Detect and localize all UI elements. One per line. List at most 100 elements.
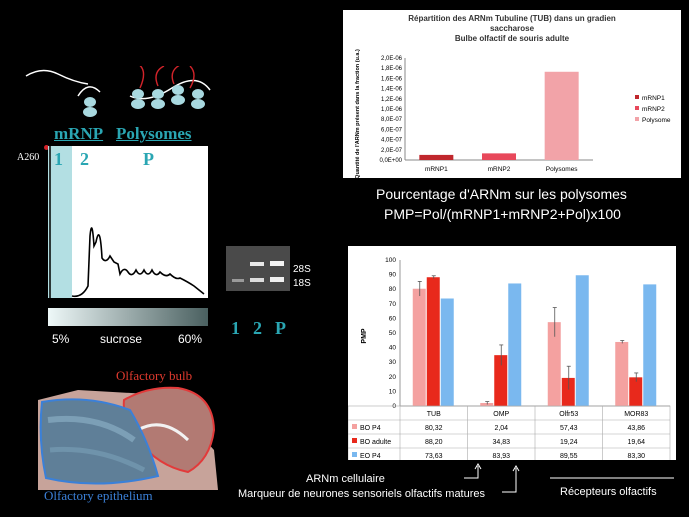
chart1-ytick-label: 1,6E-06 <box>381 76 403 82</box>
caption-arnm-cellulaire: ARNm cellulaire <box>306 473 385 485</box>
chart-pmp-panel: 0 10 20 30 40 50 60 70 80 90 100 PMP TUB OMP Olfr53 MOR… <box>347 246 676 463</box>
gel-image <box>226 246 290 291</box>
chart2-data-label: 88,20 <box>425 439 443 446</box>
chart2-ytick-label: 20 <box>389 374 397 381</box>
sucrose-label: sucrose <box>100 332 143 346</box>
chart2-series-label: EO P4 <box>360 453 381 460</box>
chart2-data-label: 83,30 <box>627 453 645 460</box>
chart1-ytick-label: 2,0E-06 <box>381 56 403 62</box>
chart1-category-label: mRNP1 <box>425 166 448 173</box>
polysome-schematic <box>25 66 211 117</box>
chart2-legend-swatch <box>352 438 357 443</box>
chart2-series-label: BO adulte <box>360 439 391 446</box>
gel-band-18s-lane1 <box>232 279 244 282</box>
formula-line2: PMP=Pol/(mRNP1+mRNP2+Pol)x100 <box>384 206 621 222</box>
chart1-ytick-label: 8,0E-07 <box>381 117 403 123</box>
chart-pmp: 0 10 20 30 40 50 60 70 80 90 100 PMP TUB OMP Olfr53 MOR… <box>347 257 671 463</box>
chart-tub-panel: Répartition des ARNm Tubuline (TUB) dans… <box>343 10 681 179</box>
chart2-data-label: 89,55 <box>560 453 578 460</box>
fraction-label-1: 1 <box>54 149 63 169</box>
chart2-data-label: 43,86 <box>627 425 645 432</box>
chart2-bar <box>508 283 522 406</box>
chart1-ytick-label: 2,0E-07 <box>381 148 403 154</box>
polysomes-label: Polysomes <box>116 124 192 143</box>
chart2-bar <box>494 355 508 406</box>
chart1-ytick-label: 6,0E-07 <box>381 127 403 133</box>
fraction-shading <box>48 146 72 298</box>
chart1-category-label: mRNP2 <box>488 166 511 173</box>
chart1-ytick-label: 4,0E-07 <box>381 138 403 144</box>
chart2-data-label: 83,93 <box>492 453 510 460</box>
chart2-category-label: OMP <box>493 411 509 418</box>
chart2-bar <box>480 403 494 406</box>
chart1-title-line: Répartition des ARNm Tubuline (TUB) dans… <box>408 14 616 23</box>
chart2-legend-swatch <box>352 424 357 429</box>
chart2-bar <box>615 341 629 406</box>
chart1-ytick-label: 1,8E-06 <box>381 66 403 72</box>
caption-arrows <box>464 463 674 493</box>
gel-band-28s-lanep <box>270 261 284 266</box>
sucrose-high-label: 60% <box>178 332 203 346</box>
chart2-ytick-label: 80 <box>389 286 397 293</box>
gel-28s-label: 28S <box>293 264 311 275</box>
a260-label: A260 <box>17 152 40 163</box>
chart1-legend-label: Polysome <box>642 117 671 124</box>
gel-band-18s-lane2 <box>250 278 264 282</box>
chart2-bar <box>575 275 589 406</box>
chart2-ylabel: PMP <box>361 328 368 344</box>
chart1-title-line: Bulbe olfactif de souris adulte <box>455 34 570 43</box>
chart2-data-label: 34,83 <box>492 439 510 446</box>
olfactory-section-image <box>38 386 218 490</box>
chart1-bar <box>482 153 516 160</box>
gel-lane-1: 1 <box>231 318 240 338</box>
chart2-data-label: 19,64 <box>627 439 645 446</box>
caption-marqueur: Marqueur de neurones sensoriels olfactif… <box>238 488 486 500</box>
chart2-bar <box>547 322 561 406</box>
chart1-bar <box>419 154 454 160</box>
chart1-category-label: Polysomes <box>546 166 579 173</box>
chart2-bar <box>629 377 643 406</box>
chart1-legend-swatch <box>635 117 639 121</box>
chart2-data-label: 80,32 <box>425 425 443 432</box>
chart2-ytick-label: 10 <box>389 388 397 395</box>
chart1-bar <box>544 71 579 160</box>
sucrose-gradient-bar <box>48 308 208 326</box>
chart2-ytick-label: 0 <box>392 403 396 410</box>
chart2-ytick-label: 50 <box>389 330 397 337</box>
chart2-bar <box>412 288 426 406</box>
chart1-legend-swatch <box>635 95 639 99</box>
chart2-ytick-label: 100 <box>385 257 396 264</box>
olfactory-epithelium-label: Olfactory epithelium <box>44 488 153 503</box>
chart2-series-label: BO P4 <box>360 425 381 432</box>
gel-lane-p: P <box>275 318 286 338</box>
chart2-data-label: 73,63 <box>425 453 443 460</box>
chart2-ytick-label: 30 <box>389 359 397 366</box>
chart1-ytick-label: 1,2E-06 <box>381 97 403 103</box>
olfactory-bulb-label: Olfactory bulb <box>116 368 193 383</box>
formula-line1: Pourcentage d'ARNm sur les polysomes <box>376 186 627 202</box>
mrnp-label: mRNP <box>54 124 104 143</box>
chart2-category-label: Olfr53 <box>559 411 578 418</box>
chart1-ytick-label: 1,0E-06 <box>381 107 403 113</box>
chart1-ytick-label: 0,0E+00 <box>379 158 402 164</box>
chart1-legend-label: mRNP2 <box>642 106 665 113</box>
chart2-bar <box>440 298 454 406</box>
a260-marker <box>44 145 49 150</box>
chart2-data-label: 57,43 <box>560 425 578 432</box>
chart1-legend-label: mRNP1 <box>642 95 665 102</box>
chart2-legend-swatch <box>352 452 357 457</box>
fraction-label-p: P <box>143 149 154 169</box>
gel-18s-label: 18S <box>293 278 311 289</box>
chart2-bar <box>426 277 440 406</box>
chart2-category-label: TUB <box>427 411 441 418</box>
fraction-label-2: 2 <box>80 149 89 169</box>
caption-recepteurs: Récepteurs olfactifs <box>560 486 657 498</box>
chart2-data-label: 19,24 <box>560 439 578 446</box>
chart1-title-line: saccharose <box>490 24 535 33</box>
chart1-ytick-label: 1,4E-06 <box>381 87 403 93</box>
chart2-data-label: 2,04 <box>494 425 508 432</box>
chart2-ytick-label: 40 <box>389 345 397 352</box>
chart-tub-distribution: Répartition des ARNm Tubuline (TUB) dans… <box>355 14 671 179</box>
chart2-category-label: MOR83 <box>624 411 648 418</box>
chart2-ytick-label: 70 <box>389 301 397 308</box>
